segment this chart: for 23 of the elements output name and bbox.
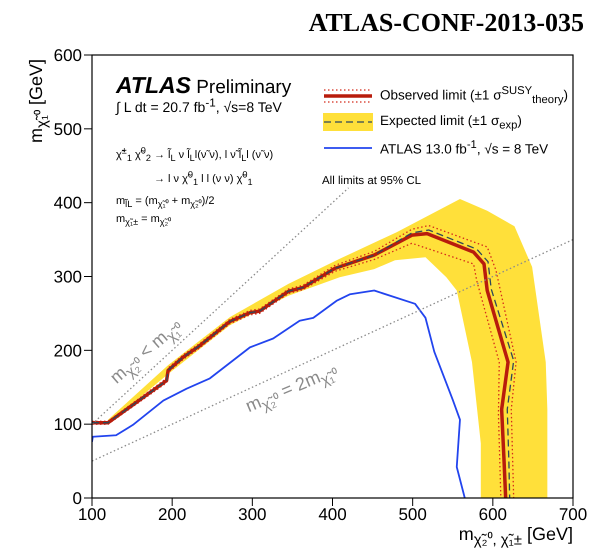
chart-title: ATLAS-CONF-2013-035 <box>308 8 584 37</box>
annotation: ∫ L dt = 20.7 fb$^{-1}$, √s=8 TeV <box>116 96 282 115</box>
y-tick-label: 600 <box>54 46 82 66</box>
x-axis-title: m$_{χ̃₂⁰, χ̃₁±}$ [GeV] <box>458 524 573 549</box>
y-tick-label: 500 <box>54 120 82 139</box>
y-tick-label: 400 <box>54 194 82 213</box>
annotation: All limits at 95% CL <box>322 175 422 187</box>
x-tick-label: 200 <box>158 505 186 524</box>
legend-label: Observed limit (±1 σ$^{SUSY}$$_{theory}$) <box>380 85 568 106</box>
annotation: m$_{χ̃₁±}$ = m$_{χ̃₂⁰}$ <box>116 213 172 228</box>
text: χ̃$^{±}$$_{1}$ χ̃$^{0}$$_{2}$ → l̃$_{L}$ ν l̃$_{L}$l(ν̃ ν), l ν̃ l̃$_{L}$l (ν̃ ν) <box>116 145 274 163</box>
x-tick-label: 300 <box>238 505 267 524</box>
x-tick-label: 400 <box>318 505 347 524</box>
legend-label: ATLAS 13.0 fb$^{-1}$, √s = 8 TeV <box>380 139 548 157</box>
annotation: m$_{l̃L}$ = (m$_{χ̃₁⁰}$ + m$_{χ̃₂⁰}$)/2 <box>116 195 215 210</box>
y-tick-label: 100 <box>54 415 82 434</box>
legend-label: Expected limit (±1 σ$_{exp}$) <box>380 112 522 132</box>
x-tick-label: 600 <box>478 505 508 524</box>
annotation: ATLAS Preliminary <box>116 72 292 98</box>
y-tick-label: 200 <box>54 341 82 360</box>
x-tick-label: 500 <box>398 505 427 524</box>
x-tick-label: 700 <box>558 505 588 524</box>
y-tick-label: 300 <box>54 268 82 287</box>
